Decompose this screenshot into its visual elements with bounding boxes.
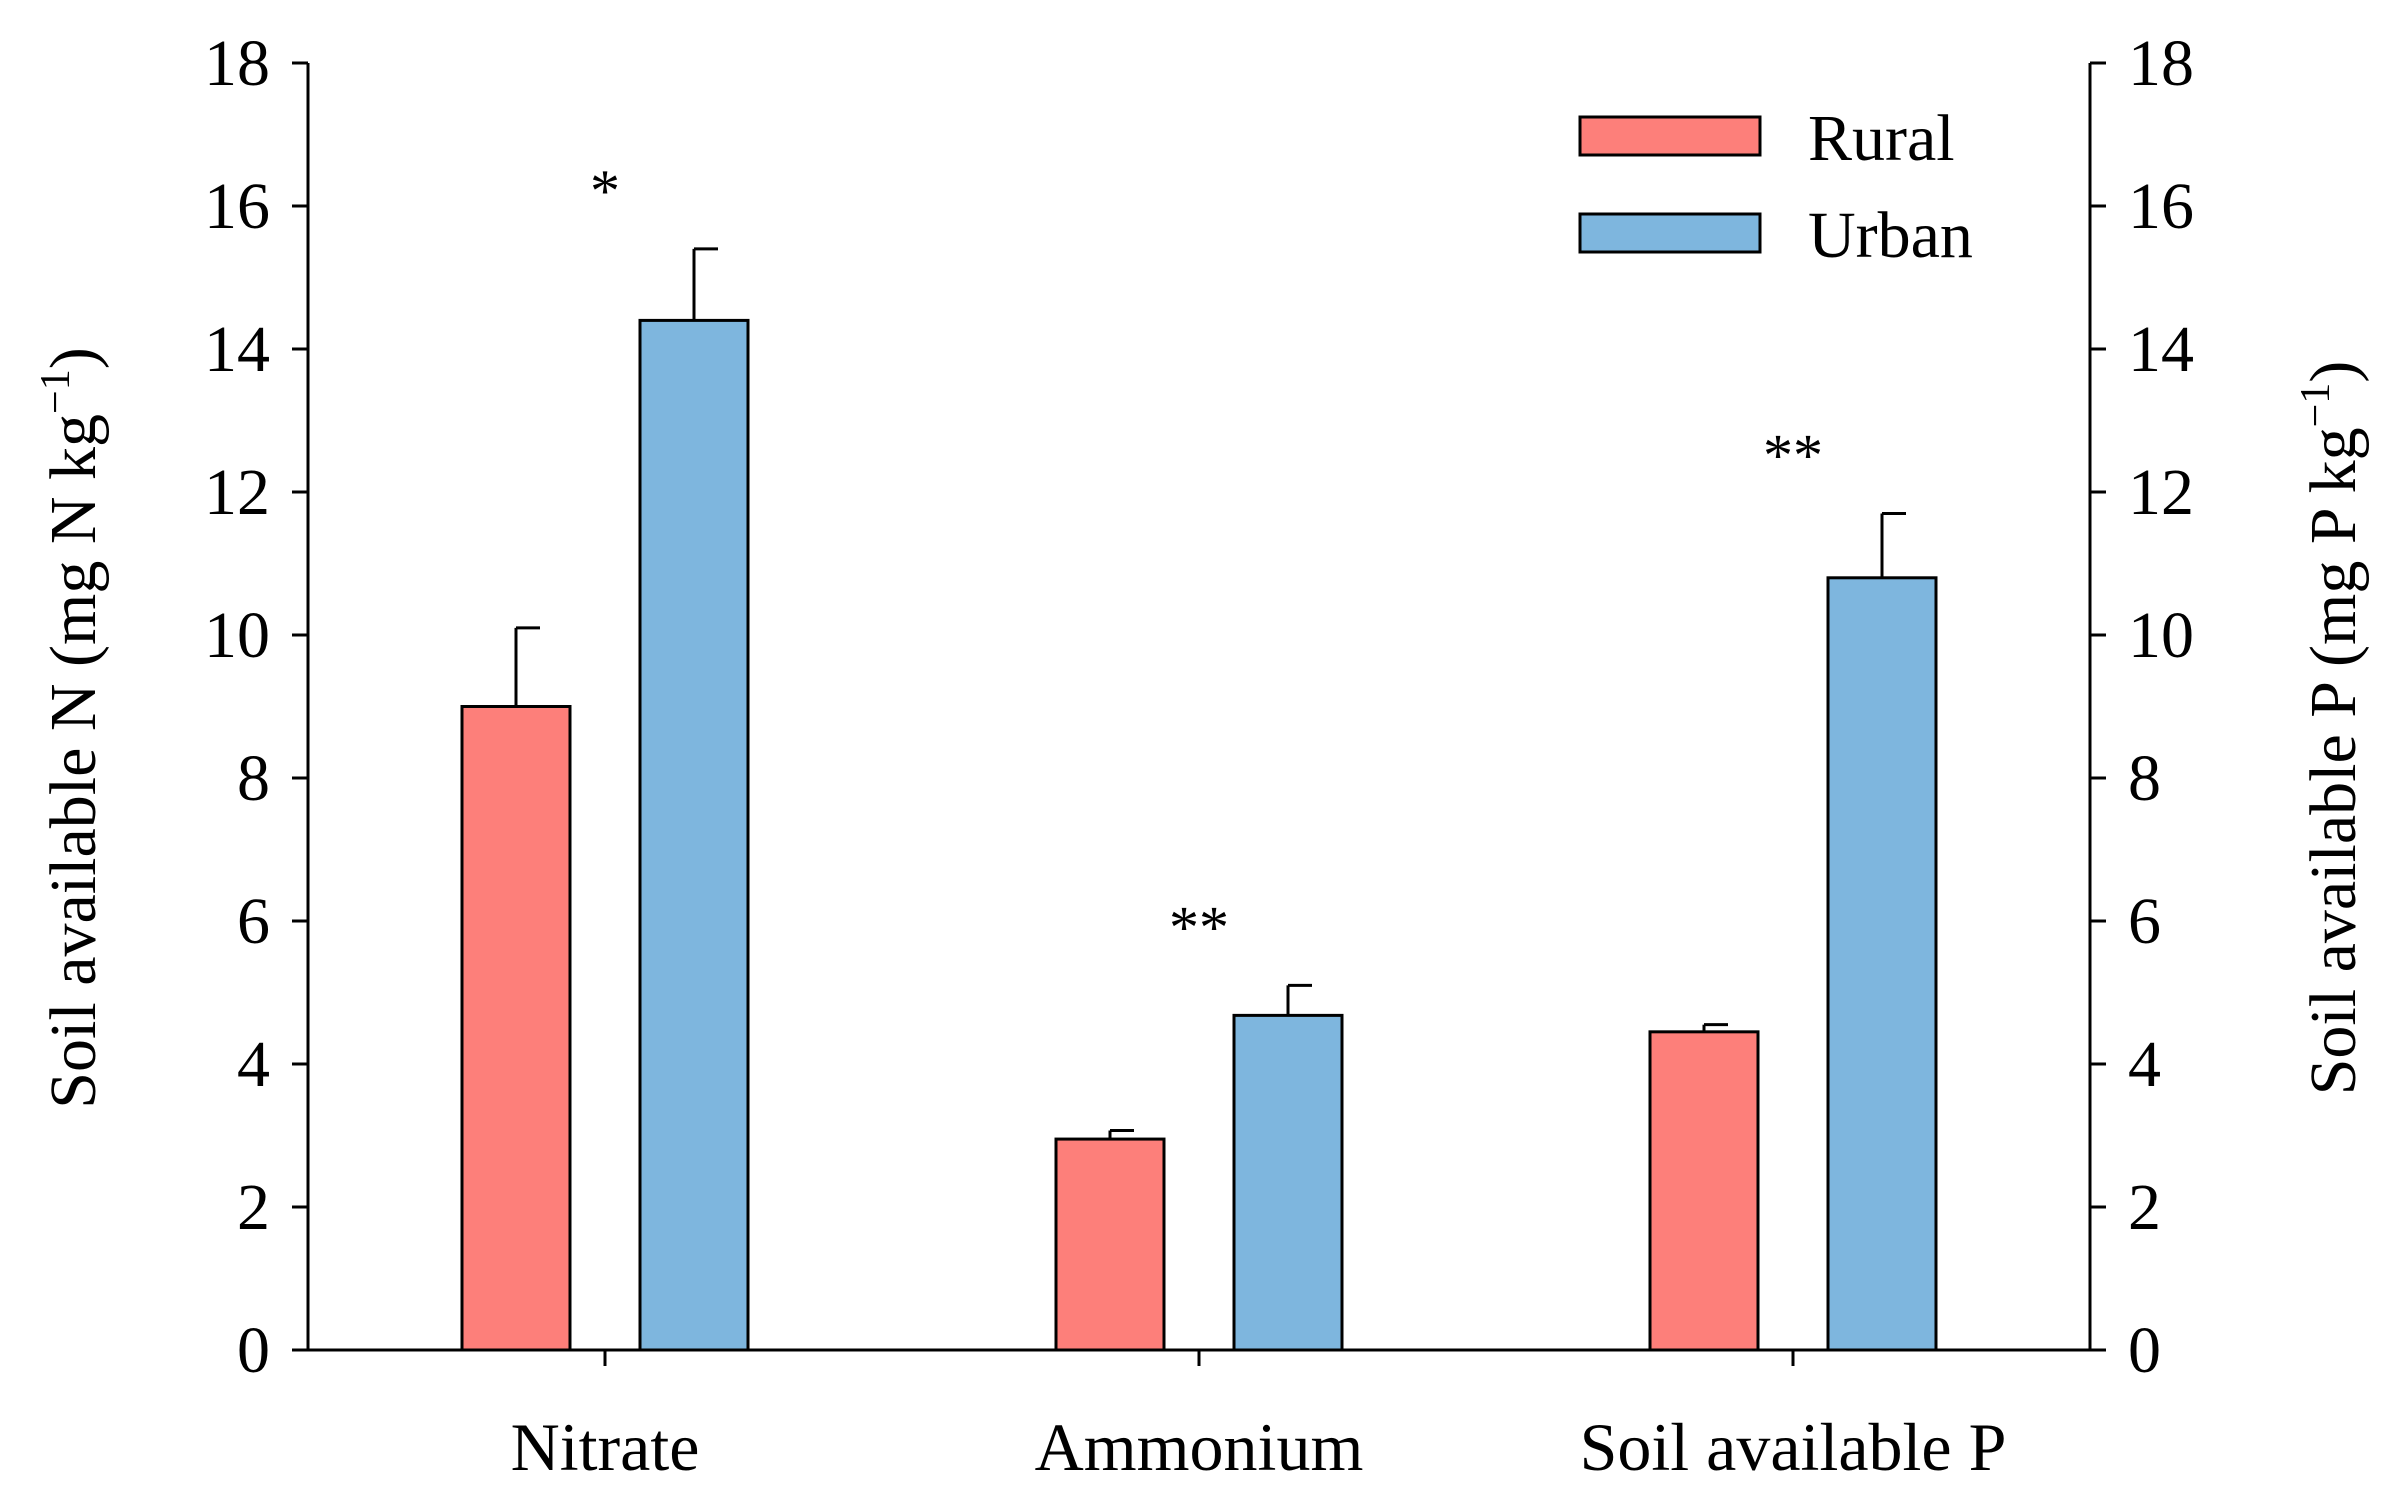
y-axis-title-right-close: ) bbox=[2297, 361, 2370, 383]
y-axis-title-left-sup: −1 bbox=[33, 369, 79, 414]
x-tick-label: Nitrate bbox=[511, 1409, 700, 1485]
y-tick-label-left: 0 bbox=[237, 1314, 270, 1387]
y-axis-title-left-main: Soil available N (mg N kg bbox=[37, 414, 110, 1109]
bar-urban bbox=[638, 318, 750, 1352]
y-axis-title-left-close: ) bbox=[37, 347, 110, 369]
y-tick-label-left: 14 bbox=[204, 313, 270, 386]
bar-rural bbox=[1648, 1030, 1760, 1352]
y-tick-label-right: 12 bbox=[2128, 456, 2194, 529]
y-tick-label-left: 6 bbox=[237, 885, 270, 958]
y-tick-label-left: 16 bbox=[204, 170, 270, 243]
legend-swatch-urban bbox=[1578, 212, 1762, 254]
y-tick-label-left: 18 bbox=[204, 27, 270, 100]
significance-label: ** bbox=[1169, 894, 1229, 960]
legend: Rural Urban bbox=[1578, 102, 1973, 272]
y-tick-label-right: 4 bbox=[2128, 1028, 2161, 1101]
x-categories: Nitrate Ammonium Soil available P bbox=[511, 1350, 2007, 1485]
x-tick-label: Ammonium bbox=[1035, 1409, 1364, 1485]
legend-label-rural: Rural bbox=[1808, 102, 1955, 175]
y-axis-title-left: Soil available N (mg N kg−1) bbox=[33, 347, 110, 1108]
y-tick-label-left: 8 bbox=[237, 742, 270, 815]
bar-rural bbox=[460, 705, 572, 1352]
legend-swatch-rural bbox=[1578, 115, 1762, 157]
bar-urban bbox=[1826, 576, 1938, 1352]
x-tick-label: Soil available P bbox=[1580, 1409, 2007, 1485]
y-tick-label-left: 2 bbox=[237, 1171, 270, 1244]
y-tick-label-right: 6 bbox=[2128, 885, 2161, 958]
significance-label: ** bbox=[1763, 422, 1823, 488]
y-ticks-right: 0 2 4 6 8 10 12 14 16 18 bbox=[2090, 27, 2194, 1387]
y-axis-title-right-main: Soil available P (mg P kg bbox=[2297, 427, 2370, 1095]
bar-urban bbox=[1232, 1013, 1344, 1352]
bar-rural bbox=[1054, 1137, 1166, 1352]
y-tick-label-left: 10 bbox=[204, 599, 270, 672]
y-tick-label-right: 10 bbox=[2128, 599, 2194, 672]
y-axis-title-right: Soil available P (mg P kg−1) bbox=[2293, 361, 2370, 1096]
legend-label-urban: Urban bbox=[1808, 199, 1973, 272]
y-tick-label-left: 4 bbox=[237, 1028, 270, 1101]
bars: ***** bbox=[460, 158, 1938, 1352]
y-ticks-left: 0 2 4 6 8 10 12 14 16 18 bbox=[204, 27, 308, 1387]
y-tick-label-right: 0 bbox=[2128, 1314, 2161, 1387]
significance-label: * bbox=[590, 158, 620, 224]
y-axis-title-right-sup: −1 bbox=[2293, 383, 2339, 428]
y-tick-label-right: 18 bbox=[2128, 27, 2194, 100]
y-tick-label-right: 16 bbox=[2128, 170, 2194, 243]
y-tick-label-left: 12 bbox=[204, 456, 270, 529]
y-tick-label-right: 2 bbox=[2128, 1171, 2161, 1244]
y-tick-label-right: 14 bbox=[2128, 313, 2194, 386]
y-tick-label-right: 8 bbox=[2128, 742, 2161, 815]
